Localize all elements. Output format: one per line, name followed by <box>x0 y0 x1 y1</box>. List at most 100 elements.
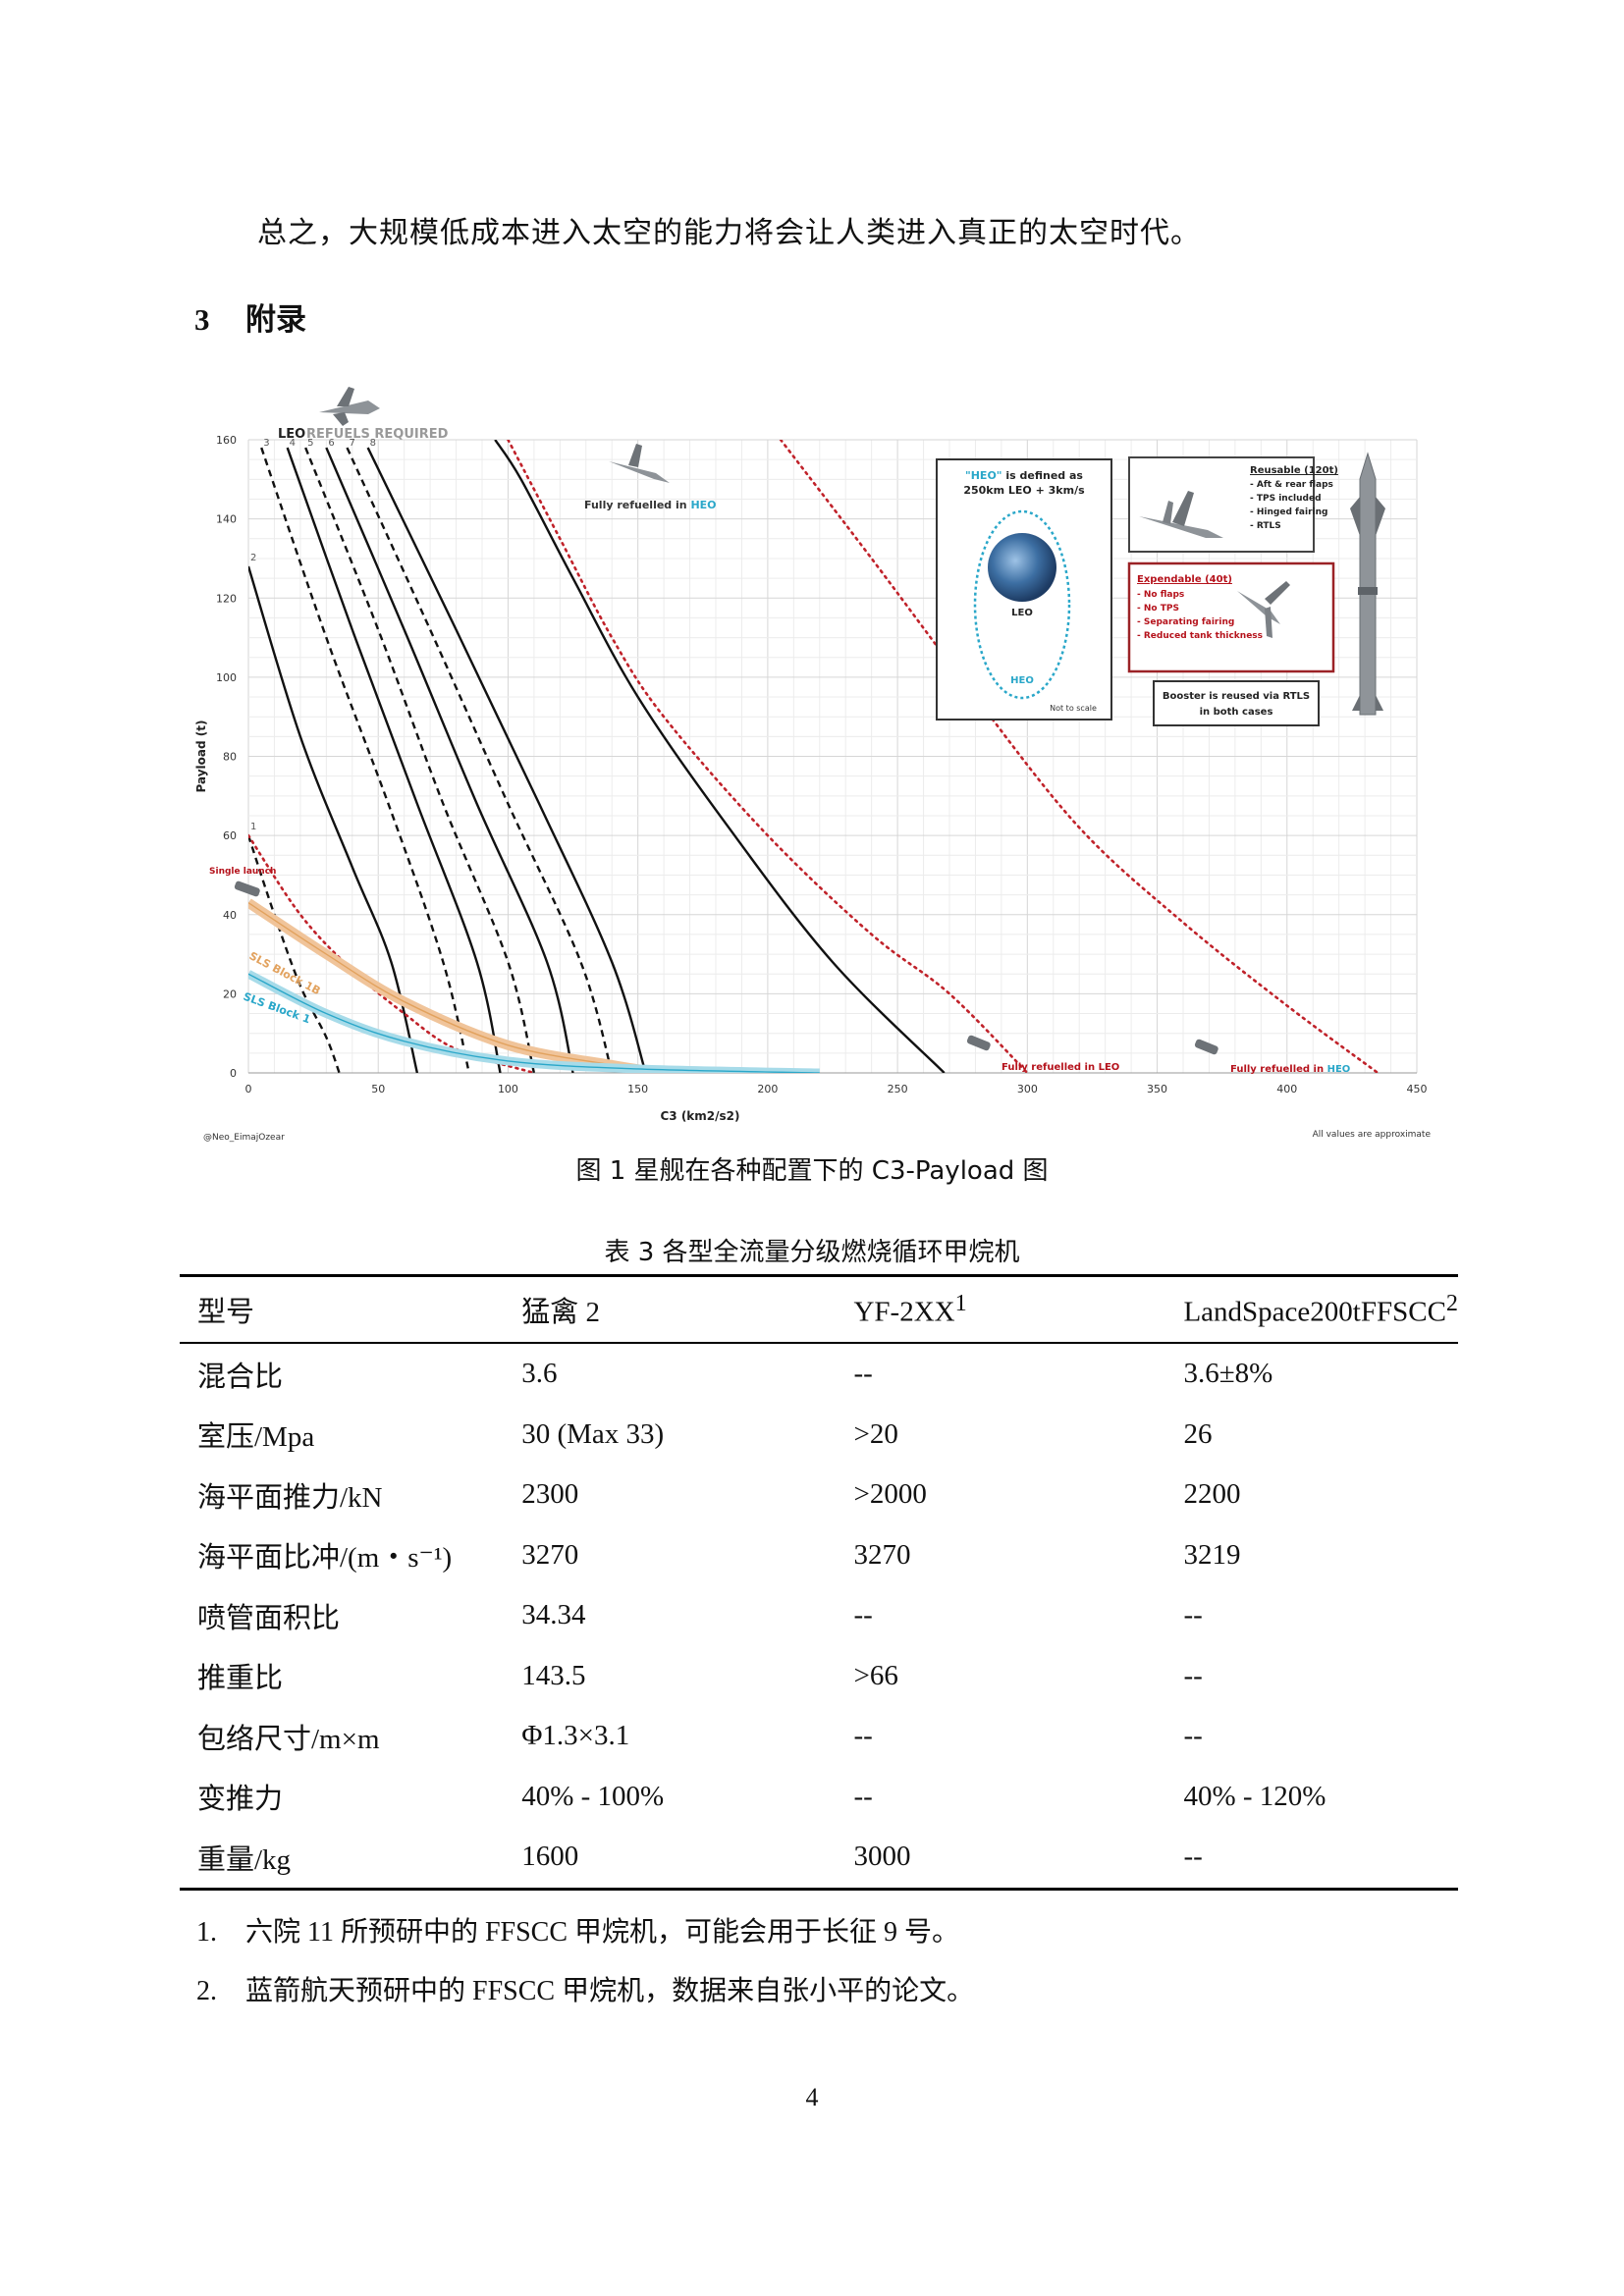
starship-icon-expendable <box>1237 581 1290 638</box>
series-line-7 <box>346 447 614 1073</box>
refuel-count-label: 2 <box>250 553 256 563</box>
series-line-1 <box>248 834 341 1073</box>
expendable-item: - Separating fairing <box>1137 617 1234 627</box>
heo-box-leo-label: LEO <box>1011 608 1033 618</box>
table-row: 混合比 3.6 -- 3.6±8% <box>180 1343 1458 1405</box>
table-cell: 143.5 <box>521 1659 586 1691</box>
table-cell: 重量/kg <box>180 1827 505 1891</box>
y-tick-label: 120 <box>216 592 237 605</box>
heo-definition-line2: 250km LEO + 3km/s <box>963 484 1085 497</box>
table-cell: 2300 <box>521 1478 579 1511</box>
series-line-12 <box>779 440 1380 1073</box>
series-line-8 <box>366 447 647 1073</box>
leo-label: LEO <box>278 427 305 442</box>
page-number: 4 <box>805 2083 819 2111</box>
series-line-14 <box>248 973 820 1073</box>
refuel-count-label: 8 <box>370 438 376 449</box>
table-caption: 表 3 各型全流量分级燃烧循环甲烷机 <box>604 1238 1020 1267</box>
expendable-item: - No TPS <box>1137 604 1179 614</box>
x-tick-label: 250 <box>888 1083 908 1095</box>
table-cell: 推重比 <box>197 1663 284 1695</box>
reusable-item: - RTLS <box>1250 521 1281 531</box>
table-cell: >2000 <box>853 1478 927 1511</box>
table-row: 重量/kg 1600 3000 -- <box>180 1827 1458 1891</box>
not-to-scale-label: Not to scale <box>1050 704 1097 713</box>
table-row: 海平面比冲/(m・s⁻¹) 3270 3270 3219 <box>180 1525 1458 1586</box>
starship-rocket-icon <box>1350 452 1385 716</box>
table-cell: -- <box>1183 1720 1203 1752</box>
body-paragraph: 总之，大规模低成本进入太空的能力将会让人类进入真正的太空时代。 <box>257 216 1201 250</box>
table-cell: 海平面比冲/(m・s⁻¹) <box>197 1542 453 1575</box>
c3-payload-chart: 0 50 100 150 200 250 300 350 400 450 0 20 40 60 80 100 1… <box>194 387 1432 1143</box>
starship-icon-leo <box>966 1035 991 1051</box>
starship-icon-single <box>234 881 260 897</box>
sls-block-1-label: SLS Block 1 <box>242 990 312 1027</box>
x-tick-label: 100 <box>498 1083 518 1095</box>
x-tick-label: 150 <box>627 1083 648 1095</box>
y-tick-label: 0 <box>230 1067 237 1080</box>
table-row: 室压/Mpa 30 (Max 33) >20 26 <box>180 1405 1458 1466</box>
starship-icon-heo <box>609 444 670 483</box>
section-number: 3 <box>194 302 210 337</box>
reusable-box: Reusable (120t) - Aft & rear flaps - TPS … <box>1128 456 1338 553</box>
series-line-3 <box>260 447 470 1073</box>
table-cell: -- <box>1183 1659 1203 1691</box>
table-cell: 40% - 120% <box>1183 1780 1326 1812</box>
series-line-4 <box>286 447 502 1073</box>
engine-table: 型号 猛禽 2 YF-2XX1 LandSpace200tFFSCC2 混合比 3… <box>180 1274 1458 1891</box>
table-row: 变推力 40% - 100% -- 40% - 120% <box>180 1767 1458 1828</box>
table-cell: 1600 <box>504 1827 837 1891</box>
footnote: 2. 蓝箭航天预研中的 FFSCC 甲烷机，数据来自张小平的论文。 <box>196 1976 975 2006</box>
reusable-item: - Hinged fairing <box>1250 507 1327 517</box>
c3-payload-figure: 0 50 100 150 200 250 300 350 400 450 0 20 40 60 80 100 1… <box>191 371 1438 1151</box>
section-heading: 3 附录 <box>194 294 306 339</box>
fully-refuelled-leo-label: Fully refuelled in LEO <box>1001 1062 1119 1073</box>
expendable-box: Expendable (40t) - No flaps - No TPS - Sep… <box>1127 561 1335 673</box>
table-cell: 30 (Max 33) <box>521 1417 665 1450</box>
booster-box: Booster is reused via RTLS in both cases <box>1153 680 1320 726</box>
table-cell: -- <box>853 1358 873 1390</box>
x-tick-label: 400 <box>1276 1083 1297 1095</box>
series-line-2 <box>248 565 419 1073</box>
table-cell: 34.34 <box>521 1599 586 1631</box>
refuel-count-label: 7 <box>349 438 354 449</box>
y-tick-label: 160 <box>216 434 237 447</box>
table-row: 海平面推力/kN 2300 >2000 2200 <box>180 1465 1458 1525</box>
series-line-6 <box>325 447 574 1073</box>
series-line-5 <box>304 447 536 1073</box>
x-tick-label: 50 <box>371 1083 385 1095</box>
reusable-item: - Aft & rear flaps <box>1250 480 1333 490</box>
values-approximate-note: All values are approximate <box>1313 1130 1432 1140</box>
table-cell: >20 <box>853 1417 898 1450</box>
booster-line2: in both cases <box>1200 707 1273 718</box>
y-tick-label: 20 <box>223 988 237 1000</box>
table-cell: 变推力 <box>197 1784 284 1816</box>
expendable-item: - Reduced tank thickness <box>1137 631 1263 641</box>
refuel-count-label: 1 <box>250 822 256 832</box>
series-line-11 <box>507 440 1029 1073</box>
y-axis-title: Payload (t) <box>194 721 208 793</box>
refuels-required-label: REFUELS REQUIRED <box>306 427 449 442</box>
table-cell: 26 <box>1183 1417 1213 1450</box>
fully-refuelled-heo-bottom-label: Fully refuelled in HEO <box>1230 1064 1350 1075</box>
refuel-count-label: 5 <box>307 438 313 449</box>
heo-definition-box: "HEO" is defined as 250km LEO + 3km/s LE… <box>936 458 1112 721</box>
x-tick-label: 0 <box>245 1083 252 1095</box>
series-line-10 <box>248 833 536 1073</box>
table-cell: 3.6 <box>521 1358 558 1390</box>
series-labels: 1 2 3 4 5 6 7 8 <box>250 438 376 832</box>
x-axis-title: C3 (km2/s2) <box>660 1109 739 1123</box>
table-cell: 3270 <box>853 1538 911 1571</box>
reusable-item: - TPS included <box>1250 494 1322 504</box>
heo-definition-line1: "HEO" is defined as <box>965 469 1083 482</box>
fully-refuelled-heo-label: Fully refuelled in HEO <box>584 499 717 511</box>
header-cell: 型号 <box>180 1274 505 1344</box>
starship-icon-reusable <box>1139 491 1223 538</box>
expendable-item: - No flaps <box>1137 590 1184 600</box>
table-cell: 包络尺寸/m×m <box>197 1723 380 1755</box>
chart-credit: @Neo_EimajOzear <box>203 1133 285 1143</box>
table-cell: 喷管面积比 <box>197 1602 341 1634</box>
table-cell: 室压/Mpa <box>197 1421 315 1454</box>
footnote: 1. 六院 11 所预研中的 FFSCC 甲烷机，可能会用于长征 9 号。 <box>196 1917 960 1948</box>
table-row: 推重比 143.5 >66 -- <box>180 1646 1458 1707</box>
